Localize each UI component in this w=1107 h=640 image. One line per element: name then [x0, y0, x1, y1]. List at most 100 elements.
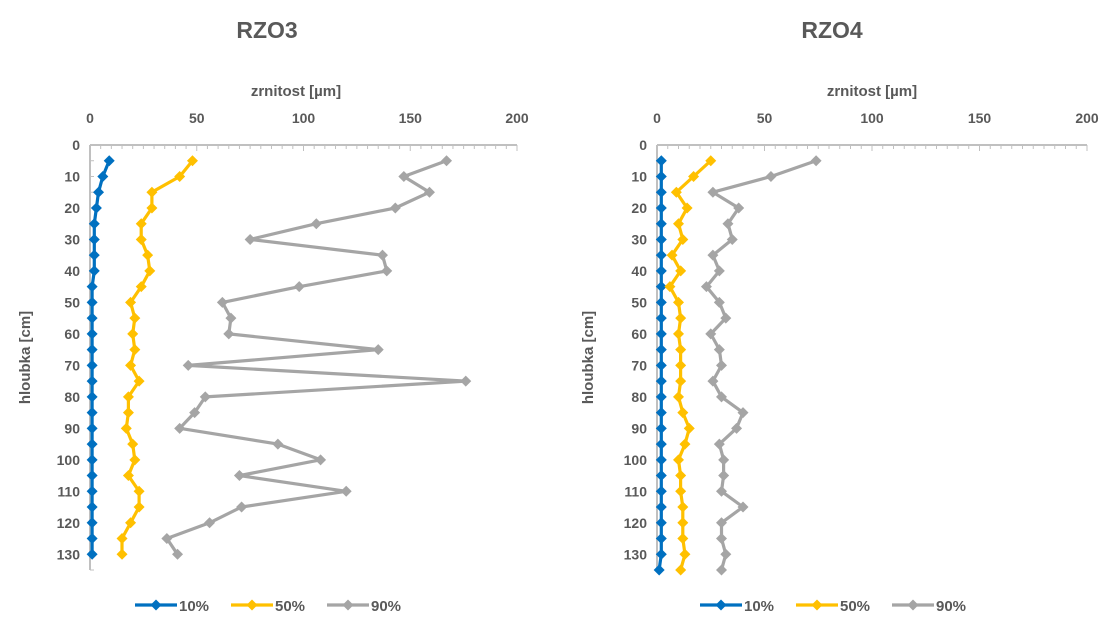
data-point-90 [716, 359, 727, 371]
legend-marker-50 [811, 599, 823, 611]
data-point-90 [810, 155, 822, 167]
data-point-10 [655, 170, 667, 182]
data-point-90 [705, 328, 717, 340]
data-point-50 [135, 233, 147, 245]
legend-label-10: 10% [179, 598, 209, 615]
data-point-10 [86, 375, 98, 387]
y-tick-label: 110 [624, 483, 647, 499]
legend-label-10: 10% [744, 598, 774, 615]
y-tick-label: 20 [631, 200, 647, 216]
data-point-10 [86, 328, 98, 340]
data-point-50 [125, 359, 137, 371]
data-point-90 [272, 438, 284, 450]
data-point-50 [122, 470, 134, 482]
data-point-10 [655, 359, 667, 371]
data-point-90 [713, 438, 725, 450]
data-point-10 [655, 407, 667, 419]
data-point-50 [142, 249, 154, 261]
data-point-90 [737, 407, 749, 419]
data-point-10 [655, 391, 667, 403]
data-point-90 [722, 218, 734, 230]
y-tick-label: 80 [64, 389, 80, 405]
data-point-90 [716, 533, 727, 545]
x-axis-title: zrnitost [µm] [827, 83, 917, 100]
chart-title: RZO4 [801, 17, 863, 43]
data-point-50 [125, 296, 137, 308]
y-tick-label: 70 [631, 357, 647, 373]
data-point-10 [88, 249, 100, 261]
data-point-10 [86, 517, 98, 529]
data-point-90 [737, 501, 749, 513]
data-point-10 [86, 422, 98, 434]
data-point-50 [135, 218, 147, 230]
x-axis-title: zrnitost [µm] [251, 83, 341, 100]
data-point-90 [460, 375, 472, 387]
data-point-10 [88, 218, 100, 230]
data-point-10 [93, 186, 105, 198]
data-point-90 [340, 485, 352, 497]
data-point-50 [122, 407, 134, 419]
data-point-10 [655, 485, 667, 497]
data-point-10 [655, 438, 667, 450]
data-point-10 [655, 249, 667, 261]
data-point-10 [86, 470, 98, 482]
y-tick-label: 30 [631, 231, 647, 247]
y-tick-label: 60 [631, 326, 647, 342]
data-point-10 [86, 296, 98, 308]
y-tick-label: 90 [631, 420, 647, 436]
data-point-10 [86, 281, 98, 293]
data-point-90 [716, 391, 727, 403]
data-point-50 [129, 344, 141, 356]
data-point-50 [144, 265, 156, 277]
x-tick-label: 50 [189, 110, 205, 126]
data-point-90 [233, 470, 245, 482]
data-point-90 [199, 391, 211, 403]
data-point-90 [765, 170, 777, 182]
data-point-50 [681, 202, 693, 214]
data-point-50 [135, 281, 147, 293]
data-point-10 [86, 438, 98, 450]
data-point-50 [679, 548, 691, 560]
y-tick-label: 20 [64, 200, 80, 216]
data-point-50 [116, 533, 128, 545]
data-point-90 [310, 218, 322, 230]
x-tick-label: 200 [505, 110, 529, 126]
data-point-50 [146, 186, 158, 198]
data-point-50 [675, 485, 687, 497]
legend-label-50: 50% [275, 598, 305, 615]
data-point-90 [398, 170, 410, 182]
data-point-50 [673, 391, 684, 403]
data-point-10 [655, 155, 667, 167]
y-tick-label: 50 [64, 294, 80, 310]
legend-marker-10 [150, 599, 162, 611]
data-point-10 [655, 517, 667, 529]
data-point-10 [655, 312, 667, 324]
data-point-50 [120, 422, 132, 434]
y-tick-label: 130 [624, 546, 648, 562]
data-point-50 [675, 265, 687, 277]
data-point-50 [129, 454, 141, 466]
data-point-10 [655, 281, 667, 293]
data-point-50 [186, 155, 198, 167]
y-tick-label: 0 [72, 137, 80, 153]
data-point-50 [675, 344, 687, 356]
data-point-10 [86, 391, 98, 403]
series-line-50 [120, 159, 194, 555]
data-point-90 [713, 265, 725, 277]
data-point-10 [655, 202, 667, 214]
data-point-50 [133, 501, 145, 513]
data-point-90 [189, 407, 201, 419]
y-tick-label: 0 [639, 137, 647, 153]
data-point-10 [103, 155, 115, 167]
data-point-90 [376, 249, 388, 261]
data-point-50 [122, 391, 134, 403]
data-point-90 [700, 281, 712, 293]
y-tick-label: 100 [57, 452, 81, 468]
data-point-10 [655, 422, 667, 434]
data-point-90 [707, 249, 719, 261]
data-point-50 [675, 375, 687, 387]
data-point-10 [655, 454, 667, 466]
data-point-90 [718, 470, 730, 482]
y-axis-title: hloubka [cm] [580, 311, 597, 404]
